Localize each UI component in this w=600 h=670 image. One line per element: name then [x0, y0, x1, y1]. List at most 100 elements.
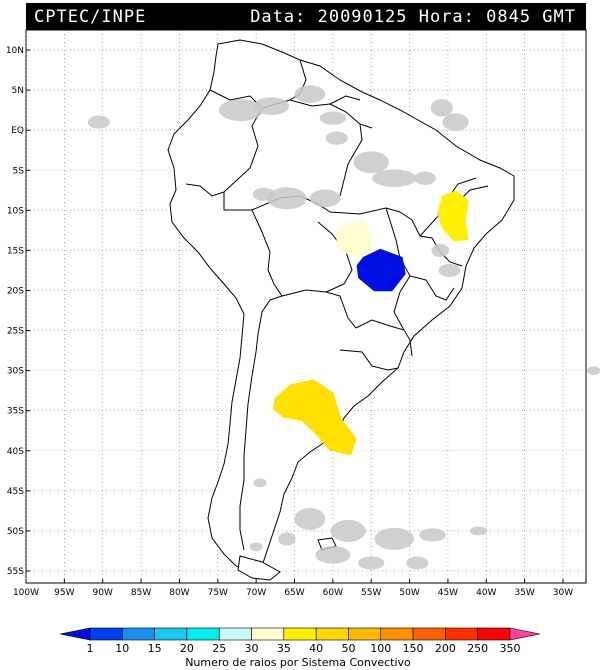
legend-label: 150 [403, 642, 424, 655]
mato-grosso-system [356, 248, 406, 292]
lon-tick-label: 55W [361, 588, 381, 598]
legend-swatch [509, 627, 541, 641]
lon-tick-label: 30W [553, 588, 573, 598]
cloud-patch [309, 189, 341, 208]
color-legend: 1 10 15 20 25 30 35 40 50 100 150 200 250 350 [59, 627, 541, 655]
legend-label: 1 [87, 642, 94, 655]
lat-tick-label: 20S [7, 286, 24, 296]
lon-tick-label: 35W [514, 588, 534, 598]
legend-label: 350 [500, 642, 521, 655]
legend-swatch [251, 627, 285, 641]
latitude-labels: 10N 5N EQ 5S 10S 15S 20S 25S 30S 35S 40S 45S 50S 55S [6, 46, 30, 577]
legend-swatch [348, 627, 382, 641]
legend-swatch [59, 627, 91, 641]
cloud-patch [267, 187, 307, 210]
lat-tick-label: 50S [7, 527, 24, 537]
bahia-system [437, 190, 469, 242]
cloud-patch [469, 526, 488, 536]
cloud-patch [315, 546, 351, 564]
cloud-patch [358, 556, 385, 570]
cloud-patch [278, 532, 296, 546]
lon-tick-label: 50W [399, 588, 419, 598]
lat-tick-label: EQ [11, 126, 24, 136]
legend-swatch [315, 627, 349, 641]
legend-label: 30 [245, 642, 259, 655]
lat-tick-label: 5N [12, 86, 24, 96]
lat-tick-label: 35S [7, 407, 24, 417]
legend-swatch [154, 627, 188, 641]
lon-tick-label: 95W [54, 588, 74, 598]
cloud-patch [253, 97, 290, 115]
legend-label: 35 [277, 642, 291, 655]
lon-tick-label: 45W [438, 588, 458, 598]
cloud-patch [438, 263, 461, 278]
date-time-label: Data: 20090125 Hora: 0845 GMT [250, 7, 576, 27]
legend-swatch [218, 627, 252, 641]
legend-label: 100 [370, 642, 391, 655]
cloud-patch [413, 171, 436, 185]
cloud-patch [218, 99, 263, 122]
cloud-patch [431, 243, 450, 257]
lat-tick-label: 55S [7, 567, 24, 577]
agency-title: CPTEC/INPE [34, 7, 147, 27]
lon-tick-label: 70W [246, 588, 266, 598]
lon-tick-label: 60W [323, 588, 343, 598]
cloud-patch [249, 542, 263, 552]
lat-tick-label: 45S [7, 487, 24, 497]
lon-tick-label: 40W [476, 588, 496, 598]
cloud-patch [372, 169, 417, 188]
legend-label: 20 [180, 642, 194, 655]
legend-swatch [122, 627, 155, 641]
cloud-patch [374, 527, 415, 550]
cloud-patch [253, 478, 267, 488]
cloud-patch [430, 98, 453, 117]
legend-swatch [412, 627, 446, 641]
cloud-patch [419, 528, 446, 542]
legend-label: 50 [341, 642, 355, 655]
map-header: CPTEC/INPE Data: 20090125 Hora: 0845 GMT [26, 3, 586, 30]
lat-tick-label: 30S [7, 367, 24, 377]
cloud-patch [325, 131, 348, 145]
legend-label: 250 [467, 642, 488, 655]
cloud-patch [319, 111, 347, 125]
cloud-patch [87, 115, 110, 129]
cloud-patch [330, 519, 366, 542]
lon-tick-label: 85W [131, 588, 151, 598]
longitude-labels: 100W 95W 90W 85W 80W 75W 70W 65W 60W 55W 50W 45W 40W… [13, 579, 573, 598]
cloud-patch [294, 85, 326, 103]
legend-swatch [477, 627, 511, 641]
cloud-patch [406, 556, 429, 570]
legend-swatch [380, 627, 414, 641]
cloud-cover [87, 85, 600, 570]
legend-swatch [186, 627, 220, 641]
lon-tick-label: 100W [13, 588, 39, 598]
cloud-patch [587, 366, 600, 376]
cloud-patch [252, 187, 275, 201]
legend-label: 10 [115, 642, 129, 655]
convective-systems [273, 190, 469, 456]
legend-swatch [283, 627, 317, 641]
amazon-system [335, 219, 372, 258]
tierra-del-fuego [237, 555, 281, 581]
lat-tick-label: 25S [7, 327, 24, 337]
legend-label: 15 [148, 642, 162, 655]
lon-tick-label: 65W [284, 588, 304, 598]
lat-tick-label: 15S [7, 246, 24, 256]
lat-tick-label: 5S [13, 166, 25, 176]
lon-tick-label: 90W [93, 588, 113, 598]
legend-title: Numero de raios por Sistema Convectivo [185, 656, 411, 669]
lon-tick-label: 80W [169, 588, 189, 598]
lon-tick-label: 75W [208, 588, 228, 598]
cloud-patch [353, 151, 389, 174]
legend-swatch [445, 627, 478, 641]
cloud-patch [442, 113, 469, 131]
legend-swatch [89, 627, 123, 641]
lat-tick-label: 40S [7, 447, 24, 457]
legend-label: 40 [309, 642, 323, 655]
lat-tick-label: 10S [7, 206, 24, 216]
cloud-patch [294, 507, 326, 530]
legend-label: 25 [212, 642, 226, 655]
legend-label: 200 [435, 642, 456, 655]
argentina-system [273, 379, 357, 456]
